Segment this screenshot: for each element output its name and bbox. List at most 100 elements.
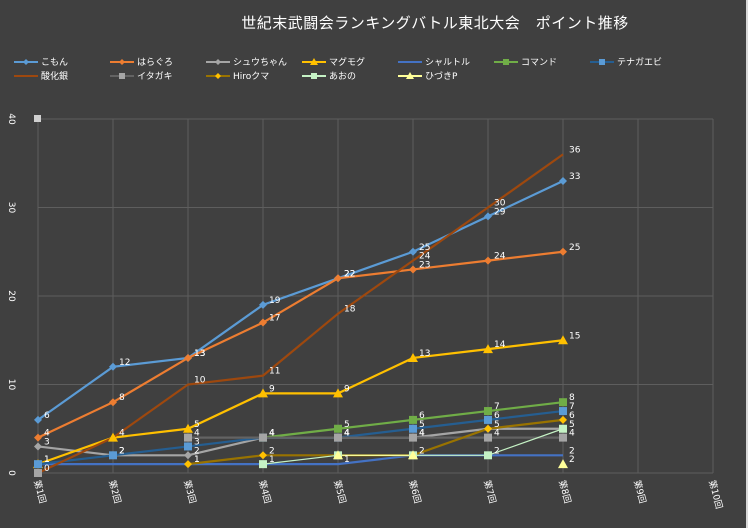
data-label: 11 xyxy=(269,367,280,377)
data-label: 14 xyxy=(494,340,506,350)
data-label: 4 xyxy=(419,429,425,439)
series-line xyxy=(37,250,564,439)
x-tick-label: 第5回 xyxy=(331,479,349,505)
data-point-marker xyxy=(558,459,568,469)
data-label: 13 xyxy=(419,349,430,359)
data-label: 23 xyxy=(419,260,430,270)
y-tick-label: 0 xyxy=(6,470,16,476)
data-label: 17 xyxy=(269,314,280,324)
data-label: 3 xyxy=(44,437,50,447)
data-label: 1 xyxy=(44,455,50,465)
legend-entry: シャルトル xyxy=(425,58,470,68)
data-label: 4 xyxy=(269,429,275,439)
data-point-marker xyxy=(559,176,567,185)
data-label: 2 xyxy=(194,446,200,456)
data-point-marker xyxy=(259,300,267,309)
data-point-marker xyxy=(484,424,492,433)
data-point-marker xyxy=(409,415,417,424)
data-label: 4 xyxy=(269,429,275,439)
legend-marker xyxy=(119,73,125,79)
data-label: 6 xyxy=(419,411,425,421)
legend-entry: こもん xyxy=(41,57,68,68)
data-point-marker xyxy=(409,424,417,433)
y-tick-label: 10 xyxy=(6,379,16,391)
legend-marker xyxy=(310,58,318,65)
legend-entry: Hiroクマ xyxy=(233,71,269,82)
data-label: 2 xyxy=(419,446,425,456)
data-label: 8 xyxy=(569,393,575,403)
series-line xyxy=(37,339,564,466)
data-label: 2 xyxy=(569,455,575,465)
legend-entry: マグモグ xyxy=(329,56,365,68)
data-label: 25 xyxy=(419,243,430,253)
data-label: 4 xyxy=(269,429,275,439)
series-line xyxy=(37,179,564,421)
data-label: 36 xyxy=(569,145,581,155)
data-point-marker xyxy=(184,460,192,469)
data-label: 4 xyxy=(119,429,125,439)
legend-entry: ひづきP xyxy=(425,71,458,82)
data-point-marker xyxy=(184,451,192,460)
data-label: 3 xyxy=(194,437,200,447)
data-point-marker xyxy=(409,265,417,274)
data-point-marker xyxy=(109,398,117,407)
legend-marker xyxy=(503,59,509,65)
x-tick-label: 第3回 xyxy=(181,479,199,505)
legend-entry: あおの xyxy=(329,71,356,82)
data-label: 1 xyxy=(44,455,50,465)
chart-title: 世紀末武闘会ランキングバトル東北大会 ポイント推移 xyxy=(241,14,629,32)
legend-marker xyxy=(23,59,29,65)
legend-marker xyxy=(406,72,414,79)
data-label: 4 xyxy=(344,429,350,439)
legend-marker xyxy=(311,73,317,79)
data-label: 9 xyxy=(344,384,350,394)
data-label: 25 xyxy=(569,243,580,253)
data-label: 6 xyxy=(44,411,50,421)
legend-entry: はらぐろ xyxy=(137,57,173,68)
data-label: 2 xyxy=(494,446,500,456)
data-point-marker xyxy=(559,398,567,407)
data-label: 22 xyxy=(344,269,355,279)
data-point-marker xyxy=(108,432,118,442)
data-label: 5 xyxy=(569,420,575,430)
y-tick-label: 20 xyxy=(6,290,16,302)
data-label: 6 xyxy=(494,411,500,421)
x-tick-label: 第6回 xyxy=(406,479,424,505)
x-tick-label: 第1回 xyxy=(31,479,49,505)
data-label: 2 xyxy=(569,446,575,456)
data-label: 22 xyxy=(344,269,355,279)
data-label: 1 xyxy=(194,455,200,465)
legend-entry: 酸化銀 xyxy=(41,70,68,82)
data-label: 1 xyxy=(194,455,200,465)
data-label: 29 xyxy=(494,207,506,217)
x-tick-label: 第10回 xyxy=(706,479,725,511)
data-point-marker xyxy=(484,415,492,424)
data-point-marker xyxy=(34,433,42,442)
data-point-marker xyxy=(484,212,492,221)
legend-marker xyxy=(215,59,221,65)
data-point-marker xyxy=(559,415,567,424)
data-label: 5 xyxy=(194,420,200,430)
data-point-marker xyxy=(559,407,567,416)
data-point-marker xyxy=(109,451,117,460)
data-point-marker xyxy=(558,335,568,345)
legend-entry: イタガキ xyxy=(137,71,173,82)
data-label: 5 xyxy=(419,420,425,430)
x-tick-label: 第8回 xyxy=(556,479,574,505)
x-tick-label: 第7回 xyxy=(481,479,499,505)
data-point-marker xyxy=(559,424,567,433)
data-label: 2 xyxy=(119,446,125,456)
data-point-marker xyxy=(34,415,42,424)
data-point-marker xyxy=(334,424,342,433)
data-label: 4 xyxy=(344,429,350,439)
data-label: 5 xyxy=(494,420,500,430)
window-edge xyxy=(746,0,748,528)
data-label: 2 xyxy=(119,446,125,456)
y-tick-label: 40 xyxy=(6,113,16,125)
data-label: 15 xyxy=(569,331,580,341)
data-label: 30 xyxy=(494,199,506,209)
legend-marker xyxy=(599,59,605,65)
data-point-marker xyxy=(109,362,117,371)
